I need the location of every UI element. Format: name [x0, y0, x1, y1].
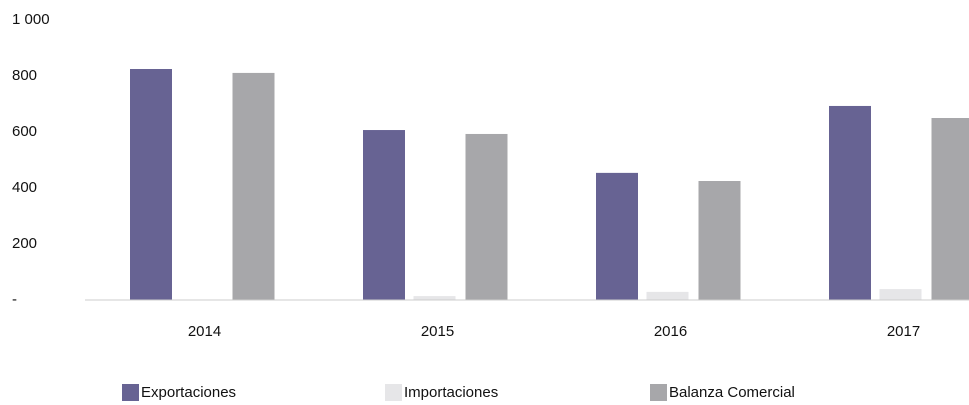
y-tick-label: 400 — [12, 179, 37, 196]
bar — [931, 118, 969, 300]
legend-label: Importaciones — [404, 384, 498, 401]
bar — [130, 69, 172, 300]
bar — [596, 172, 638, 300]
x-tick-label: 2015 — [421, 323, 454, 340]
legend-swatch — [385, 384, 402, 401]
y-tick-label: 800 — [12, 67, 37, 84]
x-tick-label: 2016 — [654, 323, 687, 340]
bar — [829, 105, 871, 301]
bar — [879, 289, 922, 300]
x-tick-label: 2014 — [188, 323, 221, 340]
y-tick-label: 1 000 — [12, 11, 50, 28]
bar — [413, 296, 456, 300]
y-tick-label: 600 — [12, 123, 37, 140]
bar — [232, 72, 275, 300]
legend-swatch — [650, 384, 667, 401]
bar — [363, 130, 405, 300]
bar — [646, 291, 689, 300]
x-tick-label: 2017 — [887, 323, 920, 340]
legend-label: Exportaciones — [141, 384, 236, 401]
y-tick-label: - — [12, 291, 17, 308]
bar — [698, 181, 741, 300]
legend-label: Balanza Comercial — [669, 384, 795, 401]
bar — [465, 133, 508, 300]
y-tick-label: 200 — [12, 235, 37, 252]
legend-swatch — [122, 384, 139, 401]
